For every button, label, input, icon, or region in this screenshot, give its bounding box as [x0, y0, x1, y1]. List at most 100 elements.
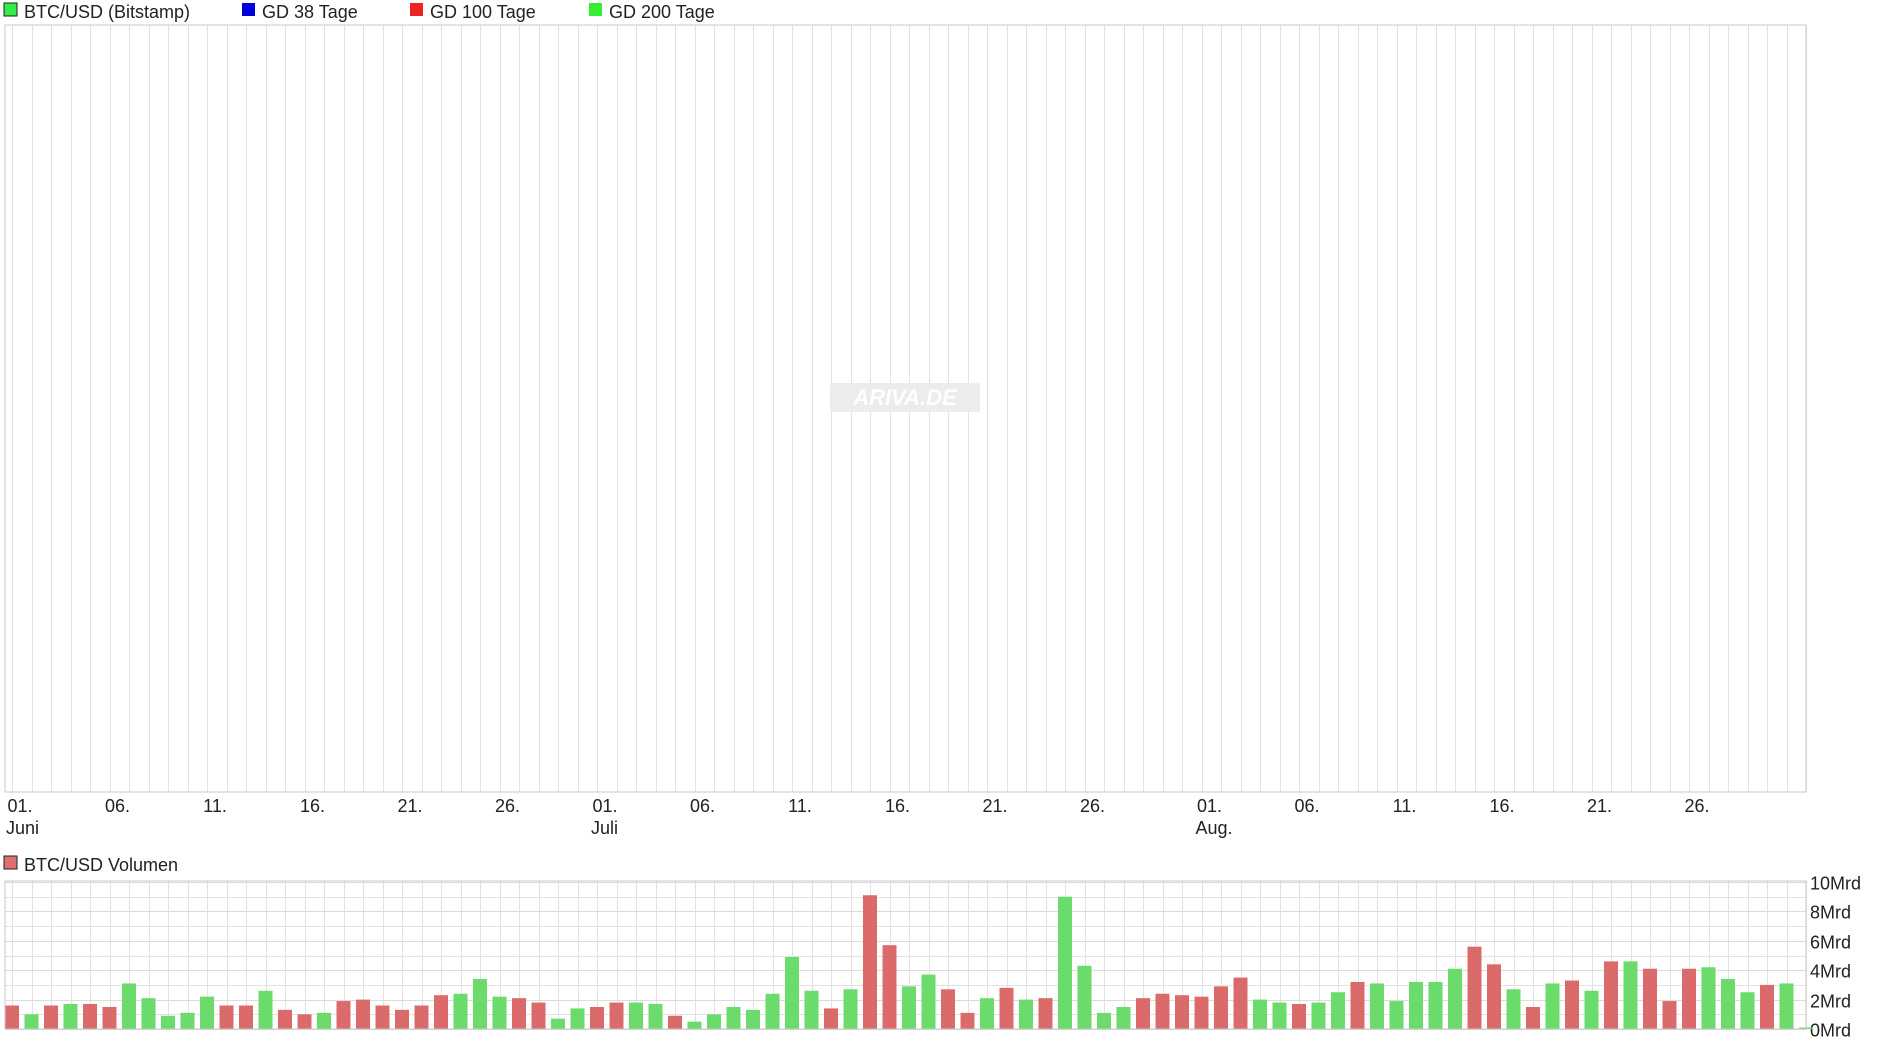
- volume-bar: [980, 998, 994, 1029]
- volume-bar: [512, 998, 526, 1029]
- date-tick-label: 26.: [495, 796, 520, 816]
- volume-bar: [648, 1004, 663, 1029]
- volume-bar: [999, 987, 1014, 1029]
- volume-bar: [765, 993, 780, 1029]
- month-label: Aug.: [1196, 818, 1233, 838]
- date-tick-label: 16.: [300, 796, 325, 816]
- volume-bar: [1214, 986, 1228, 1029]
- volume-bar: [785, 956, 799, 1029]
- date-tick-label: 16.: [1489, 796, 1514, 816]
- volume-bar: [1428, 981, 1443, 1029]
- legend-swatch-ma100: [410, 3, 423, 16]
- date-tick-label: 06.: [1294, 796, 1319, 816]
- volume-bar: [1779, 983, 1794, 1029]
- volume-bar: [1175, 995, 1189, 1029]
- volume-bar: [492, 996, 507, 1029]
- volume-tick-label: 8Mrd: [1810, 903, 1851, 923]
- volume-bar: [1701, 967, 1716, 1029]
- volume-bar: [1545, 983, 1560, 1029]
- volume-bar: [687, 1021, 702, 1029]
- legend-swatch-ma200: [589, 3, 602, 16]
- volume-bar: [219, 1005, 234, 1029]
- legend-label-ma100: GD 100 Tage: [430, 2, 536, 22]
- volume-bar: [239, 1005, 253, 1029]
- volume-bar: [1155, 993, 1170, 1029]
- volume-bar: [746, 1009, 760, 1029]
- volume-bar: [1623, 961, 1638, 1029]
- volume-tick-label: 6Mrd: [1810, 933, 1851, 953]
- volume-bar: [1331, 992, 1345, 1029]
- volume-bar: [960, 1012, 975, 1029]
- volume-bar: [278, 1009, 292, 1029]
- volume-bar: [1467, 946, 1482, 1029]
- date-tick-label: 06.: [105, 796, 130, 816]
- volume-bar: [921, 974, 936, 1029]
- legend-swatch-volume: [3, 855, 18, 870]
- volume-bar: [336, 1001, 351, 1029]
- volume-bar: [5, 1005, 19, 1029]
- volume-tick-label: 2Mrd: [1810, 992, 1851, 1012]
- volume-bar: [24, 1014, 39, 1029]
- volume-bar: [726, 1006, 741, 1029]
- volume-bar: [1253, 999, 1267, 1029]
- volume-bar: [453, 993, 468, 1029]
- volume-bar: [1487, 964, 1501, 1029]
- volume-bar: [843, 989, 858, 1029]
- volume-bar: [1116, 1006, 1131, 1029]
- price-grid: [12, 25, 1807, 792]
- volume-bar: [1272, 1002, 1287, 1029]
- legend-label-price: BTC/USD (Bitstamp): [24, 2, 190, 22]
- volume-bar: [1506, 989, 1521, 1029]
- volume-bar: [824, 1008, 838, 1029]
- watermark: ARIVA.DE: [830, 383, 980, 412]
- volume-bar: [1721, 979, 1735, 1029]
- watermark-plate: [830, 383, 980, 412]
- volume-bar: [707, 1014, 721, 1029]
- watermark-text: ARIVA.DE: [852, 385, 958, 410]
- date-tick-label: 06.: [690, 796, 715, 816]
- volume-bar: [83, 1004, 97, 1029]
- volume-bar-series: [5, 895, 1813, 1029]
- date-tick-label: 01.: [592, 796, 617, 816]
- volume-bar: [1604, 961, 1618, 1029]
- volume-bar: [434, 995, 448, 1029]
- volume-bar: [102, 1006, 117, 1029]
- volume-bar: [395, 1009, 409, 1029]
- volume-bar: [1370, 983, 1384, 1029]
- price-legend: BTC/USD (Bitstamp) GD 38 Tage GD 100 Tag…: [3, 2, 715, 22]
- volume-tick-label: 0Mrd: [1810, 1021, 1851, 1041]
- volume-bar: [1077, 965, 1092, 1029]
- volume-bar: [1662, 1001, 1677, 1029]
- volume-bar: [473, 979, 487, 1029]
- volume-bar: [629, 1002, 643, 1029]
- volume-bar: [570, 1008, 585, 1029]
- volume-bar: [1565, 980, 1579, 1029]
- volume-bar: [1350, 981, 1365, 1029]
- date-tick-label: 21.: [397, 796, 422, 816]
- date-tick-label: 11.: [1393, 796, 1417, 816]
- volume-bar: [551, 1018, 565, 1029]
- volume-plot-frame: [4, 880, 1807, 1030]
- volume-bar: [1643, 968, 1657, 1029]
- volume-tick-label: 10Mrd: [1810, 874, 1861, 894]
- volume-legend: BTC/USD Volumen: [3, 855, 178, 875]
- date-tick-label: 01.: [1197, 796, 1222, 816]
- date-tick-label: 21.: [982, 796, 1007, 816]
- volume-bar: [590, 1006, 604, 1029]
- volume-bar: [44, 1005, 58, 1029]
- volume-bar: [804, 990, 819, 1029]
- legend-label-ma38: GD 38 Tage: [262, 2, 358, 22]
- volume-bar: [1584, 990, 1599, 1029]
- volume-bar: [1760, 984, 1774, 1029]
- volume-bar: [1448, 968, 1462, 1029]
- volume-bar: [902, 986, 916, 1029]
- date-tick-label: 16.: [885, 796, 910, 816]
- volume-bar: [317, 1012, 331, 1029]
- volume-bar: [63, 1004, 78, 1029]
- volume-bar: [1389, 1001, 1404, 1029]
- date-tick-label: 11.: [203, 796, 227, 816]
- legend-label-volume: BTC/USD Volumen: [24, 855, 178, 875]
- legend-swatch-ma38: [242, 3, 255, 16]
